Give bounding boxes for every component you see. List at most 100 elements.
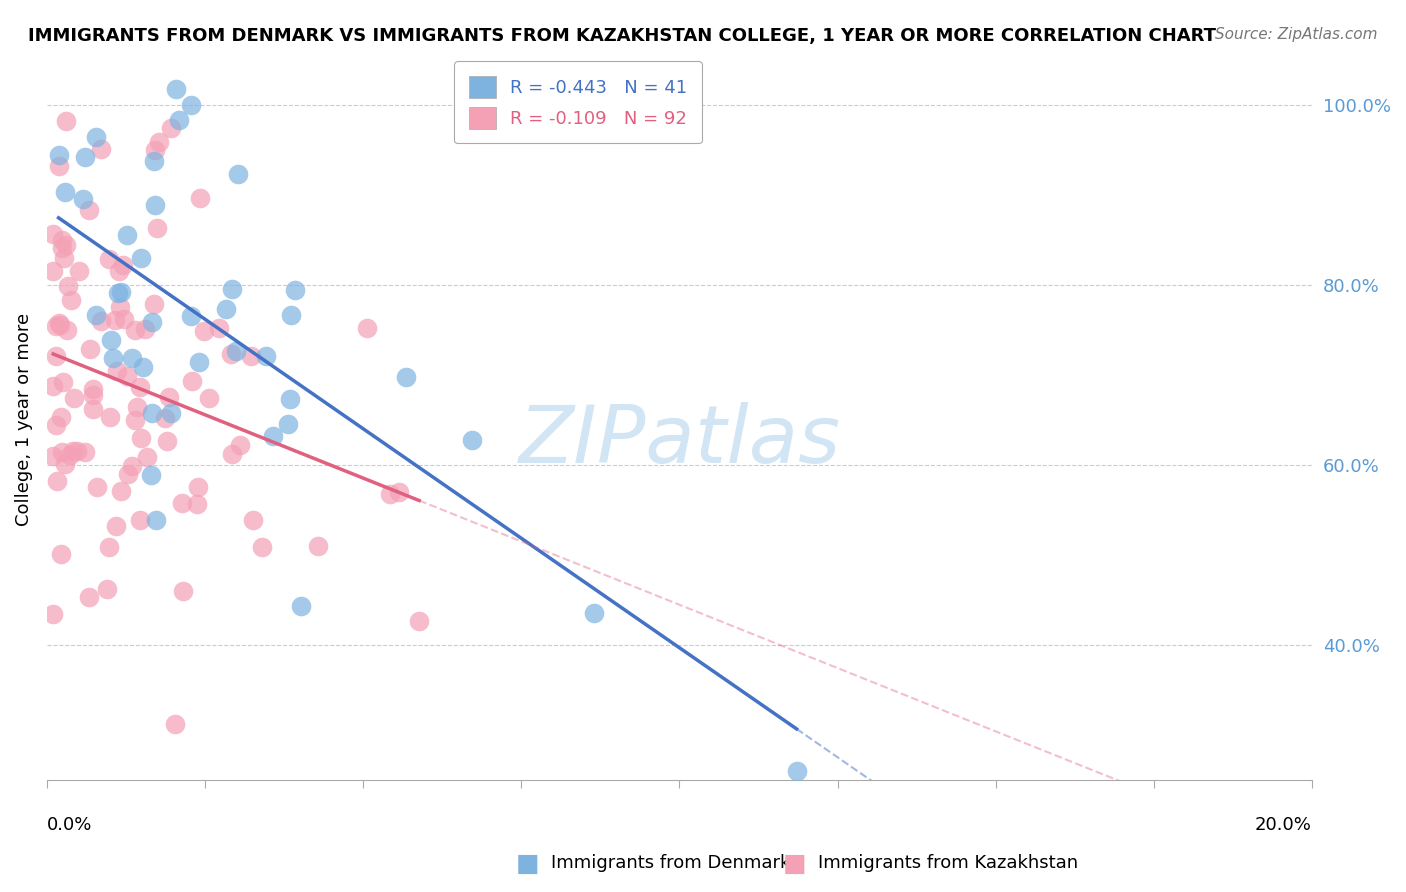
Point: [121, 459, 143, 474]
Point: [45, 474, 67, 488]
Point: [77, 202, 100, 217]
Point: [221, 346, 243, 360]
Point: [44, 319, 66, 334]
Point: [124, 323, 146, 337]
Point: [104, 519, 127, 533]
Point: [221, 447, 243, 461]
Point: [141, 315, 163, 329]
Text: Immigrants from Denmark: Immigrants from Denmark: [551, 855, 790, 872]
Point: [77, 590, 100, 604]
Point: [583, 606, 606, 620]
Point: [181, 374, 204, 388]
Point: [131, 251, 153, 265]
Point: [45, 349, 67, 363]
Point: [215, 301, 238, 316]
Point: [226, 168, 249, 182]
Point: [42, 379, 65, 393]
Point: [42, 607, 65, 622]
Point: [75, 445, 97, 459]
Point: [72, 192, 94, 206]
Point: [52, 375, 75, 389]
Point: [290, 599, 312, 614]
Text: 0.0%: 0.0%: [46, 816, 93, 834]
Point: [97, 252, 120, 267]
Point: [90, 142, 112, 156]
Point: [229, 438, 252, 452]
Point: [262, 429, 284, 443]
Point: [48, 316, 70, 330]
Point: [59, 293, 82, 307]
Point: [153, 411, 176, 425]
Point: [55, 114, 77, 128]
Point: [163, 717, 186, 731]
Point: [145, 513, 167, 527]
Point: [42, 449, 65, 463]
Point: [408, 614, 430, 628]
Point: [75, 150, 97, 164]
Point: [108, 264, 131, 278]
Point: [208, 321, 231, 335]
Legend: R = -0.443   N = 41, R = -0.109   N = 92: R = -0.443 N = 41, R = -0.109 N = 92: [454, 62, 702, 144]
Point: [143, 297, 166, 311]
Point: [96, 582, 118, 597]
Point: [239, 349, 262, 363]
Point: [67, 264, 90, 278]
Point: [157, 390, 180, 404]
Point: [98, 410, 121, 425]
Point: [51, 547, 73, 561]
Point: [307, 540, 329, 554]
Point: [225, 343, 247, 358]
Point: [170, 496, 193, 510]
Text: Immigrants from Kazakhstan: Immigrants from Kazakhstan: [818, 855, 1078, 872]
Point: [98, 540, 121, 554]
Point: [110, 483, 132, 498]
Point: [84, 308, 107, 322]
Point: [82, 382, 104, 396]
Point: [48, 147, 70, 161]
Point: [146, 220, 169, 235]
Point: [101, 351, 124, 365]
Point: [156, 434, 179, 448]
Point: [110, 285, 132, 299]
Point: [160, 406, 183, 420]
Text: ■: ■: [516, 852, 538, 875]
Point: [221, 282, 243, 296]
Point: [55, 238, 77, 252]
Point: [82, 388, 104, 402]
Point: [356, 321, 378, 335]
Point: [142, 154, 165, 169]
Point: [395, 370, 418, 384]
Point: [49, 410, 72, 425]
Point: [49, 318, 72, 332]
Point: [141, 468, 163, 483]
Point: [148, 135, 170, 149]
Point: [134, 322, 156, 336]
Point: [180, 309, 202, 323]
Point: [188, 191, 211, 205]
Point: [198, 391, 221, 405]
Point: [786, 764, 808, 778]
Point: [378, 487, 401, 501]
Point: [193, 324, 215, 338]
Point: [42, 227, 65, 242]
Point: [62, 443, 84, 458]
Point: [84, 129, 107, 144]
Point: [51, 233, 73, 247]
Point: [115, 369, 138, 384]
Point: [52, 251, 75, 265]
Point: [59, 448, 82, 462]
Point: [186, 480, 208, 494]
Point: [117, 467, 139, 481]
Point: [280, 309, 302, 323]
Point: [172, 584, 194, 599]
Point: [108, 300, 131, 314]
Point: [51, 241, 73, 255]
Point: [100, 333, 122, 347]
Point: [107, 285, 129, 300]
Point: [188, 355, 211, 369]
Point: [254, 349, 277, 363]
Point: [107, 364, 129, 378]
Point: [388, 484, 411, 499]
Point: [79, 342, 101, 356]
Point: [141, 406, 163, 420]
